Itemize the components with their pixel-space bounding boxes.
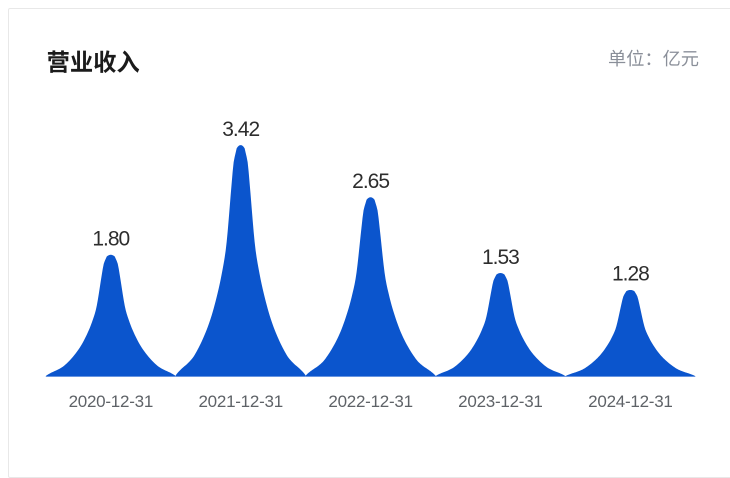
svg-text:2021-12-31: 2021-12-31	[198, 392, 282, 411]
svg-text:2024-12-31: 2024-12-31	[588, 392, 672, 411]
svg-text:2020-12-31: 2020-12-31	[69, 392, 153, 411]
svg-text:2.65: 2.65	[352, 170, 389, 193]
svg-text:3.42: 3.42	[222, 118, 259, 141]
svg-text:1.80: 1.80	[92, 228, 129, 251]
svg-text:1.53: 1.53	[482, 246, 519, 269]
svg-text:2022-12-31: 2022-12-31	[328, 392, 412, 411]
svg-text:1.28: 1.28	[612, 263, 649, 286]
svg-text:2023-12-31: 2023-12-31	[458, 392, 542, 411]
